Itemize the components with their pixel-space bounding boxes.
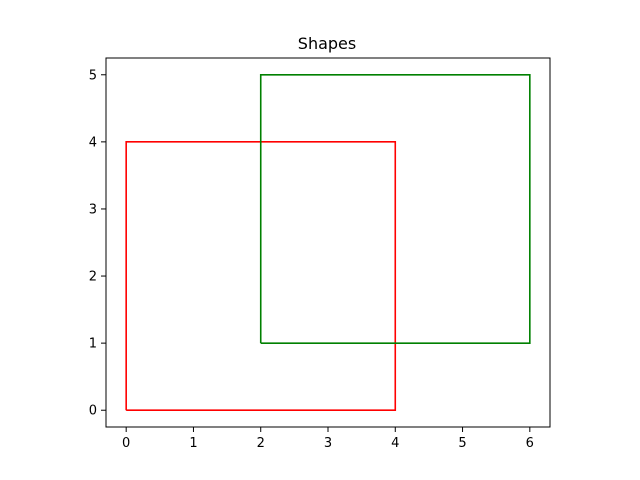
y-tick-label: 1 [89, 337, 97, 352]
y-tick-label: 3 [89, 202, 97, 217]
x-tick-label: 2 [257, 436, 265, 451]
y-tick-label: 0 [89, 404, 97, 419]
x-axis: 0 1 2 3 4 5 6 [122, 427, 534, 451]
x-tick-label: 1 [189, 436, 197, 451]
x-tick-label: 3 [324, 436, 332, 451]
x-tick-label: 6 [526, 436, 534, 451]
y-tick-label: 2 [89, 270, 97, 285]
plot-frame [105, 57, 551, 428]
series-line-1 [259, 73, 531, 344]
y-tick-label: 4 [89, 135, 97, 150]
x-tick-label: 4 [391, 436, 399, 451]
series-layer [125, 73, 531, 412]
x-tick-label: 5 [458, 436, 466, 451]
chart-title: Shapes [298, 34, 356, 53]
y-tick-label: 5 [89, 68, 97, 83]
series-line-0 [125, 141, 397, 412]
y-axis: 0 1 2 3 4 5 [89, 68, 106, 419]
x-tick-label: 0 [122, 436, 130, 451]
